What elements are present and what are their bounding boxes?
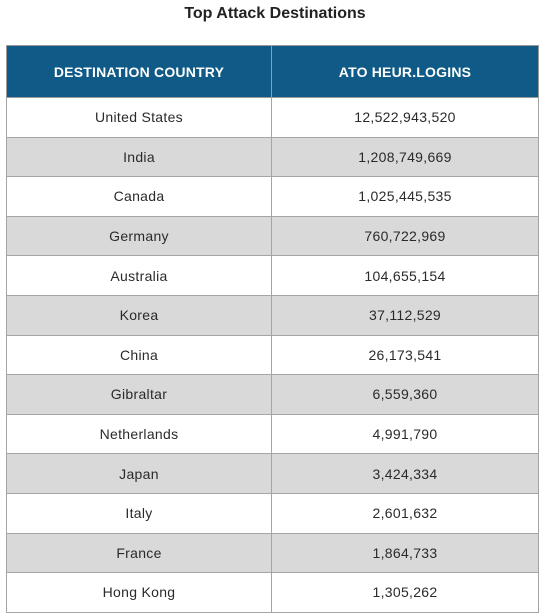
table-row: China 26,173,541: [6, 334, 539, 376]
country-cell: Germany: [6, 215, 272, 257]
destinations-table-container: DESTINATION COUNTRY ATO HEUR.LOGINS Unit…: [6, 45, 539, 613]
country-cell: Hong Kong: [6, 572, 272, 613]
table-row: Korea 37,112,529: [6, 294, 539, 336]
country-cell: Australia: [6, 255, 272, 296]
country-cell: Italy: [6, 492, 272, 534]
page-title: Top Attack Destinations: [184, 5, 366, 22]
logins-cell: 1,864,733: [271, 532, 539, 574]
country-cell: Japan: [6, 453, 272, 494]
table-row: India 1,208,749,669: [6, 136, 539, 178]
logins-cell: 760,722,969: [271, 215, 539, 257]
logins-cell: 2,601,632: [271, 492, 539, 534]
table-row: Germany 760,722,969: [6, 215, 539, 257]
country-cell: United States: [6, 97, 272, 138]
table-row: Netherlands 4,991,790: [6, 413, 539, 455]
table-row: Australia 104,655,154: [6, 255, 539, 296]
logins-cell: 1,025,445,535: [271, 176, 539, 217]
table-header-row: DESTINATION COUNTRY ATO HEUR.LOGINS: [6, 45, 539, 98]
country-cell: Korea: [6, 294, 272, 336]
logins-cell: 6,559,360: [271, 374, 539, 415]
country-cell: India: [6, 136, 272, 178]
logins-cell: 3,424,334: [271, 453, 539, 494]
header-ato-heur-logins: ATO HEUR.LOGINS: [271, 45, 539, 98]
table-row: Hong Kong 1,305,262: [6, 572, 539, 613]
country-cell: Netherlands: [6, 413, 272, 455]
logins-cell: 104,655,154: [271, 255, 539, 296]
country-cell: China: [6, 334, 272, 376]
country-cell: France: [6, 532, 272, 574]
logins-cell: 1,208,749,669: [271, 136, 539, 178]
logins-cell: 26,173,541: [271, 334, 539, 376]
destinations-table: DESTINATION COUNTRY ATO HEUR.LOGINS Unit…: [6, 45, 539, 613]
logins-cell: 1,305,262: [271, 572, 539, 613]
table-row: Japan 3,424,334: [6, 453, 539, 494]
logins-cell: 37,112,529: [271, 294, 539, 336]
table-row: Gibraltar 6,559,360: [6, 374, 539, 415]
table-row: Italy 2,601,632: [6, 492, 539, 534]
country-cell: Canada: [6, 176, 272, 217]
header-destination-country: DESTINATION COUNTRY: [6, 45, 272, 98]
table-row: France 1,864,733: [6, 532, 539, 574]
logins-cell: 4,991,790: [271, 413, 539, 455]
table-row: Canada 1,025,445,535: [6, 176, 539, 217]
logins-cell: 12,522,943,520: [271, 97, 539, 138]
table-row: United States 12,522,943,520: [6, 97, 539, 138]
country-cell: Gibraltar: [6, 374, 272, 415]
table-body: United States 12,522,943,520 India 1,208,74…: [6, 97, 539, 613]
